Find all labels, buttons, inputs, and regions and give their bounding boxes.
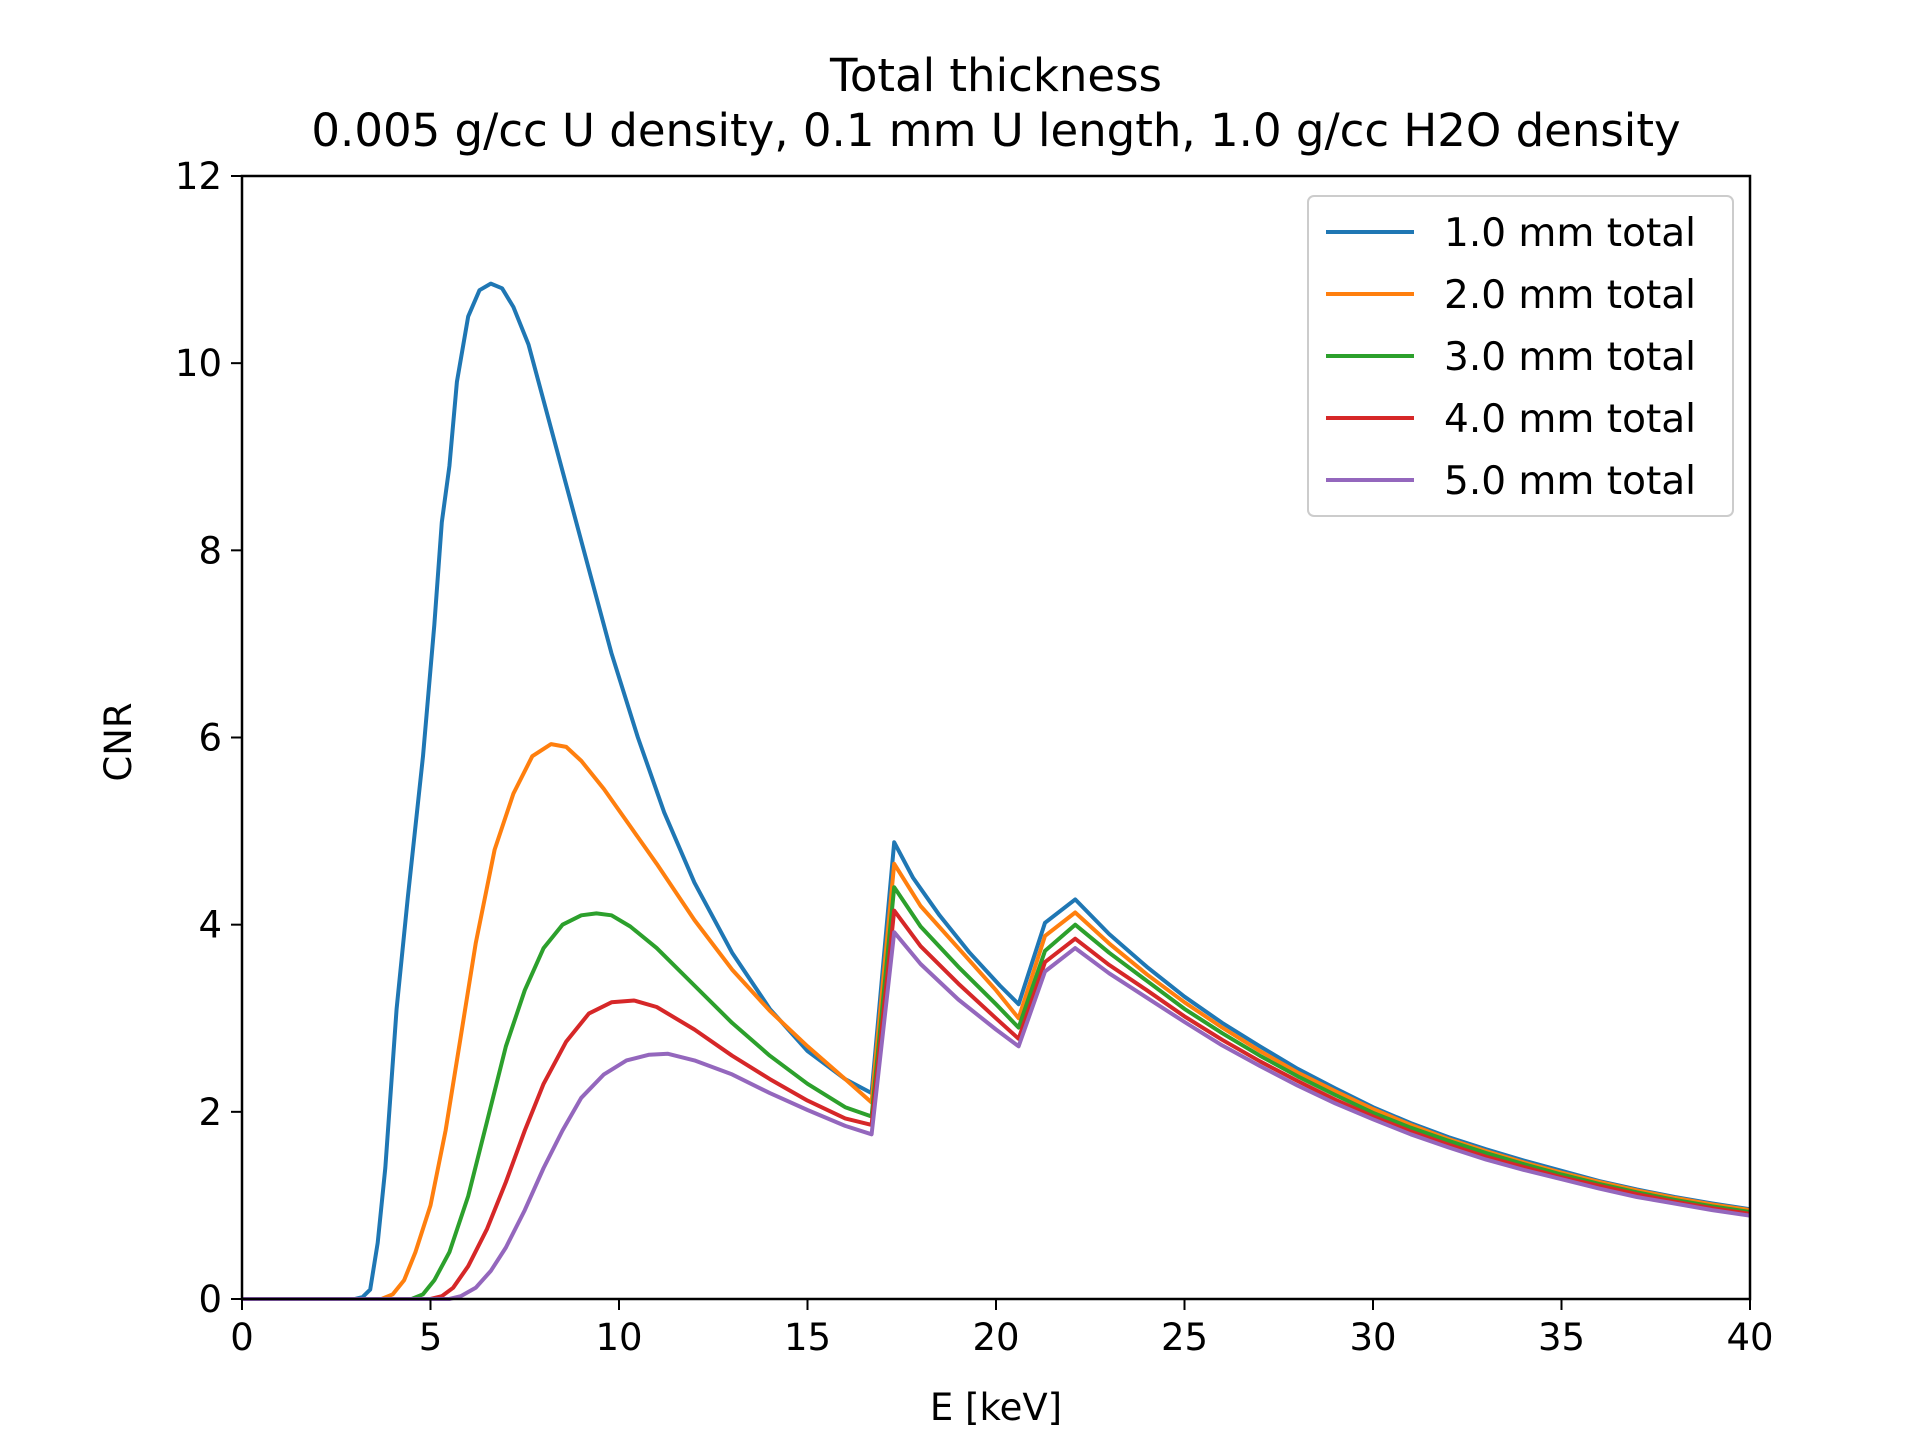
series-line-5 xyxy=(242,930,1751,1301)
x-tick-label: 0 xyxy=(230,1316,254,1359)
legend-label: 2.0 mm total xyxy=(1444,273,1696,318)
legend-box xyxy=(1307,195,1734,517)
chart-subtitle: 0.005 g/cc U density, 0.1 mm U length, 1… xyxy=(311,104,1680,157)
x-axis-label: E [keV] xyxy=(930,1386,1062,1429)
y-axis-label: CNR xyxy=(97,702,140,781)
series-line-4 xyxy=(242,908,1751,1301)
legend-label: 3.0 mm total xyxy=(1444,335,1696,380)
x-tick-label: 15 xyxy=(784,1316,831,1359)
y-tick-label: 10 xyxy=(175,342,222,385)
legend: 1.0 mm total 2.0 mm total 3.0 mm total 4.0 … xyxy=(1307,195,1734,517)
y-tick-label: 2 xyxy=(198,1091,222,1134)
legend-label: 5.0 mm total xyxy=(1444,459,1696,504)
y-tick-label: 6 xyxy=(198,717,222,760)
x-tick-label: 5 xyxy=(419,1316,443,1359)
plot-area xyxy=(242,281,1751,1301)
legend-label: 4.0 mm total xyxy=(1444,397,1696,442)
y-tick-label: 12 xyxy=(175,155,222,198)
x-tick-label: 35 xyxy=(1538,1316,1585,1359)
x-tick-label: 20 xyxy=(972,1316,1019,1359)
y-tick-label: 8 xyxy=(198,529,222,572)
legend-label: 1.0 mm total xyxy=(1444,211,1696,256)
x-tick-label: 10 xyxy=(595,1316,642,1359)
x-tick-label: 25 xyxy=(1161,1316,1208,1359)
y-tick-label: 0 xyxy=(198,1278,222,1321)
series-line-3 xyxy=(242,885,1751,1301)
axes: 0 5 10 15 20 25 30 35 40 0 2 4 6 8 10 12 xyxy=(175,155,1774,1359)
chart-title: Total thickness xyxy=(829,49,1162,102)
x-tick-label: 30 xyxy=(1349,1316,1396,1359)
y-tick-label: 4 xyxy=(198,904,222,947)
x-tick-label: 40 xyxy=(1726,1316,1773,1359)
